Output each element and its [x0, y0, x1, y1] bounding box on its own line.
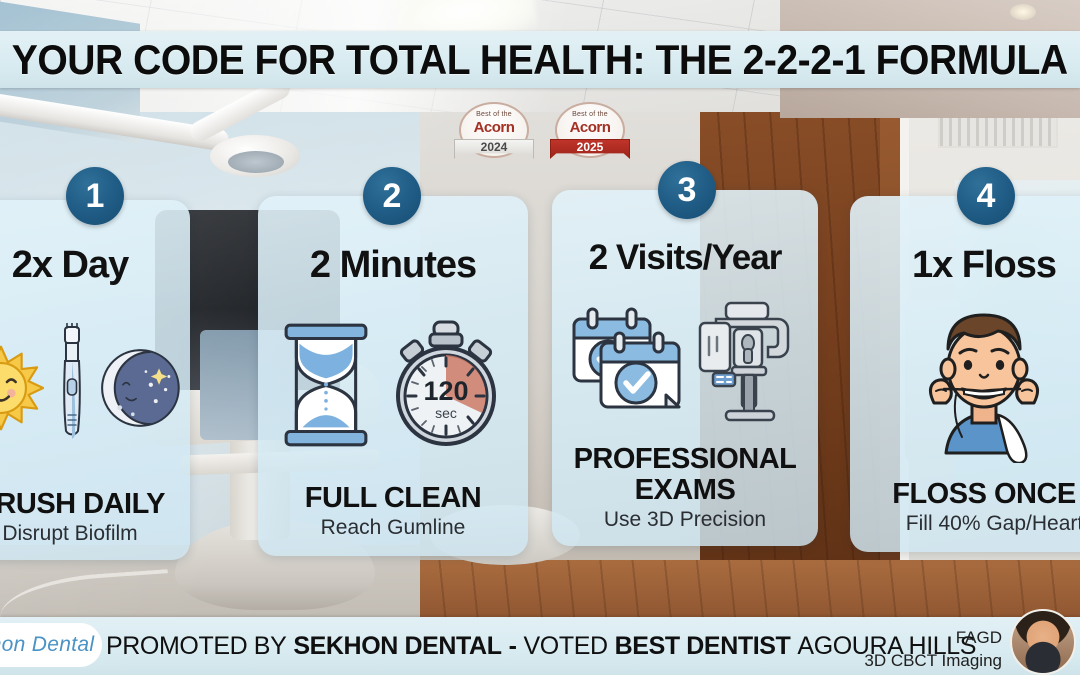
card-headline: 2x Day — [11, 244, 130, 286]
award-badge-2025: Best of the Acorn 2025 — [546, 102, 634, 164]
stopwatch-value: 120 — [423, 376, 468, 406]
card-kicker: FULL CLEAN — [304, 481, 482, 514]
card-kicker: PROFESSIONAL EXAMS — [574, 444, 797, 505]
card-icon-row — [894, 287, 1074, 479]
page-title: YOUR CODE FOR TOTAL HEALTH: THE 2-2-2-1 … — [12, 35, 1068, 83]
card-kicker-line1: PROFESSIONAL — [573, 443, 797, 476]
card-icon-row: 120 sec — [280, 287, 506, 483]
award-top-line: Best of the — [572, 111, 608, 118]
card-icon-row — [568, 278, 802, 444]
voted-label: VOTED — [523, 631, 609, 660]
card-subtitle: Reach Gumline — [320, 516, 466, 539]
award-brand-name: Acorn — [569, 119, 611, 136]
calendar-check-icon — [572, 307, 681, 409]
recessed-light-icon — [1010, 4, 1036, 20]
credential-cbct: 3D CBCT Imaging — [864, 650, 1002, 670]
step-card-4: 1x Floss FLOSS ONCE Fill 4 — [850, 196, 1080, 552]
award-badge-group: Best of the Acorn 2024 Best of the Acorn… — [450, 102, 640, 164]
award-name: BEST DENTIST — [614, 631, 791, 660]
sun-icon — [0, 345, 44, 431]
step-number-badge-3: 3 — [658, 161, 716, 219]
card-subtitle: Fill 40% Gap/Heart H — [905, 512, 1080, 535]
step-card-1: 2x Day — [0, 200, 190, 560]
practice-logo[interactable]: hon Dental — [0, 623, 102, 667]
card-kicker-line2: EXAMS — [634, 473, 736, 506]
step-number-badge-2: 2 — [363, 167, 421, 225]
operatory-light-head — [210, 135, 300, 177]
stopwatch-unit: sec — [435, 405, 457, 421]
card-headline: 2 Minutes — [309, 244, 477, 286]
card-subtitle: Use 3D Precision — [603, 508, 767, 531]
card-kicker: BRUSH DAILY — [0, 487, 166, 520]
award-brand-name: Acorn — [473, 119, 515, 136]
footer-promo-text: PROMOTED BY SEKHON DENTAL - VOTED BEST D… — [106, 617, 976, 675]
footer-bar: hon Dental PROMOTED BY SEKHON DENTAL - V… — [0, 609, 1080, 675]
practice-name: SEKHON DENTAL — [293, 631, 502, 660]
step-card-3: 2 Visits/Year — [552, 190, 818, 546]
card-subtitle: Disrupt Biofilm — [2, 522, 138, 545]
promoted-label: PROMOTED BY — [106, 631, 287, 660]
award-top-line: Best of the — [476, 111, 512, 118]
hourglass-icon — [284, 323, 368, 447]
credentials-block: FAGD 3D CBCT Imaging — [864, 627, 1002, 673]
step-card-2: 2 Minutes — [258, 196, 528, 556]
location-label: AGOURA HILLS — [797, 631, 977, 660]
cbct-scanner-icon — [698, 301, 790, 421]
person-flossing-icon — [929, 313, 1039, 463]
dentist-avatar — [1010, 609, 1076, 675]
card-headline: 2 Visits/Year — [588, 238, 783, 277]
practice-logo-text: hon Dental — [0, 633, 95, 656]
card-icon-row — [0, 287, 182, 489]
step-number-badge-4: 4 — [957, 167, 1015, 225]
card-kicker: FLOSS ONCE — [892, 477, 1076, 510]
stopwatch-icon: 120 sec — [396, 320, 496, 446]
moon-icon — [101, 349, 180, 427]
card-headline: 1x Floss — [911, 244, 1057, 286]
electric-toothbrush-icon — [63, 322, 81, 439]
credential-fagd: FAGD — [955, 628, 1002, 647]
step-number-badge-1: 1 — [66, 167, 124, 225]
title-banner: YOUR CODE FOR TOTAL HEALTH: THE 2-2-2-1 … — [0, 31, 1080, 88]
award-badge-2024: Best of the Acorn 2024 — [450, 102, 538, 164]
footer-separator: - — [508, 631, 517, 660]
